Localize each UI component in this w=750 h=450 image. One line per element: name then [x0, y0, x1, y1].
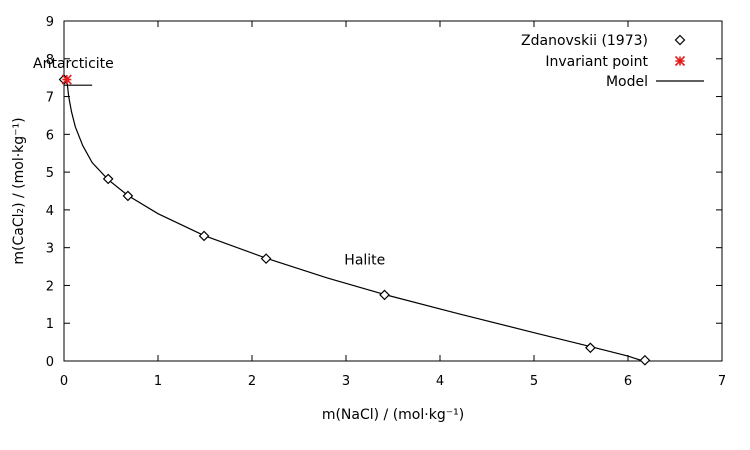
data-point-diamond — [379, 289, 390, 301]
x-tick-label: 7 — [718, 374, 726, 389]
axis-ticks — [63, 20, 723, 362]
y-axis-label: m(CaCl₂) / (mol·kg⁻¹) — [11, 117, 27, 264]
y-tick-label: 2 — [46, 279, 54, 294]
data-point-diamond — [122, 190, 134, 202]
annotation-layer: Antarcticite Halite — [33, 56, 385, 268]
annotation-halite: Halite — [344, 253, 385, 269]
x-axis-label: m(NaCl) / (mol·kg⁻¹) — [322, 407, 464, 423]
x-tick-label: 1 — [154, 374, 162, 389]
x-tick-label: 2 — [248, 374, 256, 389]
legend-symbol-diamond — [674, 34, 686, 46]
x-tick-label: 6 — [624, 374, 632, 389]
y-tick-label: 6 — [46, 128, 54, 143]
legend-label-zdanovskii: Zdanovskii (1973) — [521, 33, 648, 49]
data-point-diamond — [639, 354, 651, 366]
data-point-diamond — [585, 342, 596, 354]
y-tick-label: 5 — [46, 166, 54, 181]
legend-symbol-asterisk — [674, 55, 686, 67]
data-point-diamond — [260, 253, 272, 264]
plot-frame — [63, 20, 723, 362]
data-point-asterisk — [674, 55, 686, 67]
data-point-diamond — [198, 230, 210, 242]
y-tick-label: 0 — [46, 355, 54, 370]
axis-tick-labels: 0 1 2 3 4 5 6 7 0 1 2 3 4 5 6 7 8 9 — [46, 15, 726, 389]
series-line-model — [66, 79, 644, 362]
legend: Zdanovskii (1973) Invariant point Model — [521, 33, 704, 90]
x-tick-label: 4 — [436, 374, 444, 389]
data-point-diamond — [674, 34, 686, 46]
x-tick-label: 5 — [530, 374, 538, 389]
legend-label-invariant-point: Invariant point — [545, 54, 648, 70]
y-tick-label: 7 — [46, 91, 54, 106]
data-point-diamond — [102, 173, 114, 185]
annotation-antarcticite: Antarcticite — [33, 56, 114, 72]
legend-label-model: Model — [606, 74, 648, 90]
y-tick-label: 1 — [46, 317, 54, 332]
series-layer — [58, 74, 651, 366]
y-tick-label: 4 — [46, 204, 54, 219]
x-tick-label: 3 — [342, 374, 350, 389]
x-tick-label: 0 — [60, 374, 68, 389]
data-point-asterisk — [61, 74, 72, 85]
y-tick-label: 3 — [46, 242, 54, 257]
y-tick-label: 8 — [46, 53, 54, 68]
y-tick-label: 9 — [46, 15, 54, 30]
